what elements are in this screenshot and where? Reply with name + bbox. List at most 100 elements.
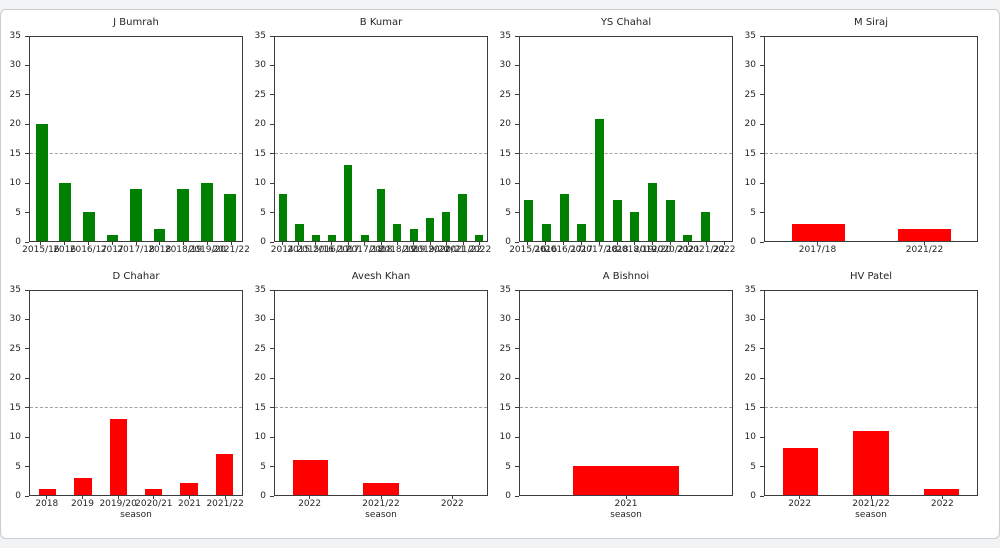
bar [393, 223, 402, 241]
y-tick-label: 20 [744, 373, 756, 384]
y-tick-label: 0 [260, 491, 266, 501]
y-axis: 0 5 10 15 20 25 30 35 [491, 285, 519, 501]
y-tick-label: 15 [499, 402, 511, 413]
bar [295, 223, 304, 241]
subplot-j-bumrah: J Bumrah 0 5 10 15 20 25 30 35 2015/16 2016 2016/17… [1, 15, 250, 255]
x-tick-mark [705, 242, 707, 245]
bar [74, 477, 92, 495]
bar [376, 188, 386, 241]
y-tick-label: 20 [9, 119, 21, 130]
x-tick-mark [817, 242, 818, 245]
x-tick-mark [87, 242, 89, 245]
bar [924, 489, 960, 495]
bar [360, 235, 369, 241]
y-tick-label: 25 [744, 343, 756, 354]
x-axis: 2018 2019 2019/20 2020/21 2021 2021/22 [29, 496, 244, 509]
bar [612, 200, 622, 241]
x-tick-label: 2018/19 [378, 245, 417, 255]
x-tick-mark [224, 496, 226, 499]
x-tick-label: 2016/17 [312, 245, 351, 255]
bar [573, 465, 679, 495]
subplot-ys-chahal: YS Chahal 0 5 10 15 20 25 30 35 2015/16 2016 2016/1… [491, 15, 736, 255]
bar [648, 182, 657, 241]
bar [200, 182, 213, 241]
y-tick-mark [515, 94, 519, 96]
y-tick-label: 10 [744, 178, 756, 189]
bar [292, 460, 328, 495]
x-tick-mark [625, 496, 627, 499]
x-tick-label: 2021/22 [905, 245, 944, 255]
x-tick-label: 2018 [35, 499, 59, 509]
bar [442, 211, 451, 241]
y-tick-mark [515, 212, 519, 214]
subplot-m-siraj: M Siraj 0 5 10 15 20 25 30 35 2017/18 2021/22 [736, 15, 981, 255]
x-tick-label: 2021 [676, 245, 700, 255]
x-tick-label: 2016 [53, 245, 77, 255]
x-axis: 2022 2021/22 2022 [274, 496, 488, 509]
y-tick-mark [270, 495, 274, 497]
y-tick-label: 10 [254, 178, 266, 189]
x-tick-label: 2015/16 [296, 245, 334, 255]
x-tick-mark [111, 242, 113, 245]
reference-line [765, 152, 977, 154]
plot-frame [274, 290, 488, 496]
y-tick-mark [760, 377, 764, 379]
y-tick-mark [270, 466, 274, 468]
y-tick-mark [760, 289, 764, 291]
y-tick-label: 15 [9, 402, 21, 413]
x-axis: 2015/16 2016 2016/17 2017 2017/18 2018 2018/19… [509, 242, 736, 255]
x-tick-mark [206, 242, 208, 245]
x-tick-label: 2016/17 [69, 245, 108, 255]
bar [109, 419, 128, 495]
chart-row-bottom: D Chahar 0 5 10 15 20 25 30 35 2018 2019 2019/20 202… [1, 269, 981, 521]
x-tick-label: 2022 [930, 499, 954, 509]
y-tick-label: 15 [254, 402, 266, 413]
x-axis: 2017/18 2021/22 [764, 242, 978, 255]
x-tick-label: 2021/22 [206, 499, 244, 509]
x-tick-label: 2017/18 [798, 245, 837, 255]
y-tick-label: 20 [254, 119, 266, 130]
y-tick-mark [760, 436, 764, 438]
y-tick-label: 15 [744, 148, 756, 159]
x-tick-mark [687, 242, 689, 245]
bar [524, 200, 534, 241]
bar [595, 118, 604, 241]
x-tick-label: 2015 [287, 245, 311, 255]
x-axis-label: season [855, 510, 887, 520]
y-tick-mark [25, 212, 29, 214]
plot-frame [519, 36, 733, 242]
bar [458, 194, 467, 241]
bar [344, 165, 353, 241]
y-tick-label: 35 [9, 31, 21, 41]
x-tick-label: 2018 [148, 245, 172, 255]
x-tick-label: 2018 [605, 245, 629, 255]
x-tick-label: 2017/18 [580, 245, 618, 255]
x-axis-label: season [365, 510, 397, 520]
y-tick-label: 5 [750, 207, 756, 218]
y-tick-label: 5 [750, 461, 756, 472]
x-tick-label: 2015/16 [22, 245, 60, 255]
figure-panel: J Bumrah 0 5 10 15 20 25 30 35 2015/16 2016 2016/17… [0, 9, 1000, 539]
y-tick-mark [515, 407, 519, 409]
x-tick-label: 2021/22 [852, 499, 890, 509]
y-tick-mark [25, 241, 29, 243]
y-tick-label: 30 [254, 314, 266, 325]
reference-line [765, 406, 977, 408]
x-axis: 2021 [519, 496, 733, 509]
bar [311, 235, 320, 241]
subplot-b-kumar: B Kumar 0 5 10 15 20 25 30 35 2014 2015 2015/16 2016… [246, 15, 492, 255]
bar [35, 124, 48, 241]
bar [279, 194, 288, 241]
plot-area: 0 5 10 15 20 25 30 35 [1, 31, 246, 247]
y-tick-label: 35 [744, 31, 756, 41]
y-tick-mark [25, 123, 29, 125]
y-tick-mark [515, 182, 519, 184]
y-tick-label: 10 [499, 432, 511, 443]
x-tick-label: 2022 [298, 499, 322, 509]
y-tick-mark [270, 407, 274, 409]
x-tick-mark [46, 496, 48, 499]
y-tick-label: 25 [744, 89, 756, 100]
y-tick-label: 30 [744, 314, 756, 325]
bar [474, 235, 483, 241]
plot-area: 0 5 10 15 20 25 30 35 [246, 31, 491, 247]
